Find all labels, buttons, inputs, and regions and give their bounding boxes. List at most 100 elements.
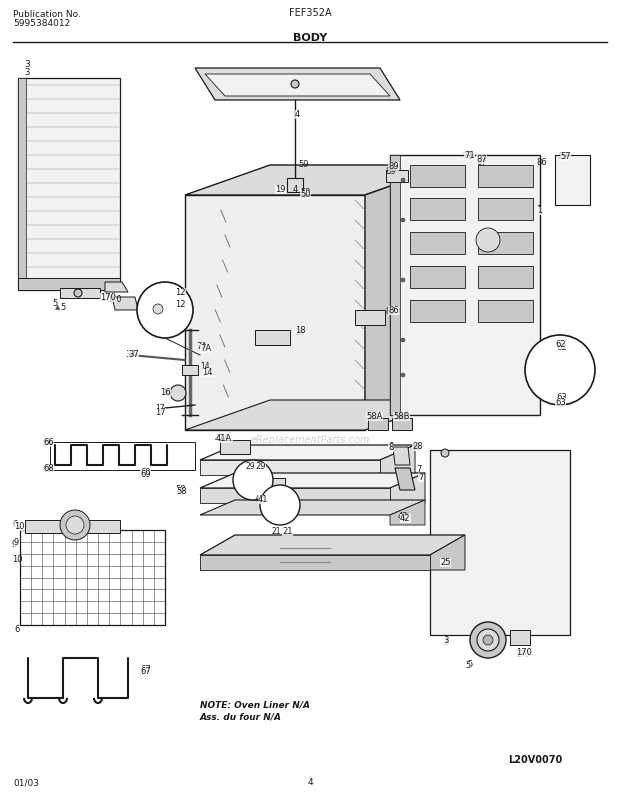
Text: 62: 62 — [556, 343, 567, 352]
Circle shape — [137, 282, 193, 338]
Polygon shape — [393, 447, 410, 465]
Polygon shape — [355, 310, 385, 325]
Polygon shape — [18, 78, 26, 290]
Text: 5: 5 — [52, 299, 57, 308]
Text: 69: 69 — [140, 468, 151, 477]
Text: 16: 16 — [162, 388, 172, 397]
Polygon shape — [390, 155, 400, 415]
Text: 58B: 58B — [393, 412, 409, 421]
Text: 3: 3 — [443, 636, 448, 645]
Polygon shape — [200, 500, 425, 515]
Circle shape — [233, 460, 273, 500]
Text: 62: 62 — [555, 340, 565, 349]
Polygon shape — [365, 165, 450, 430]
Polygon shape — [540, 358, 580, 372]
Text: 89: 89 — [387, 163, 397, 172]
Text: 5: 5 — [465, 661, 470, 670]
Text: 5995384012: 5995384012 — [13, 19, 70, 28]
Polygon shape — [185, 400, 450, 430]
Polygon shape — [200, 460, 380, 475]
Polygon shape — [25, 520, 120, 533]
Polygon shape — [390, 473, 425, 503]
Text: 12: 12 — [175, 300, 185, 309]
Text: 67: 67 — [140, 667, 151, 676]
Circle shape — [441, 449, 449, 457]
Text: 66: 66 — [42, 438, 53, 447]
Polygon shape — [390, 155, 540, 415]
Text: 170: 170 — [516, 648, 532, 657]
Polygon shape — [18, 78, 120, 290]
Circle shape — [170, 385, 186, 401]
Text: 67: 67 — [140, 665, 151, 674]
Text: 18: 18 — [294, 328, 304, 337]
Text: 1: 1 — [537, 206, 542, 215]
Text: 86: 86 — [536, 158, 547, 167]
Text: 17: 17 — [155, 408, 166, 417]
Text: 58A: 58A — [365, 413, 380, 422]
Text: 59: 59 — [298, 160, 309, 169]
Text: 170: 170 — [107, 295, 122, 304]
Circle shape — [401, 373, 405, 377]
Text: FEF352A: FEF352A — [289, 8, 331, 18]
Text: 12: 12 — [175, 288, 185, 297]
Text: Ass. du four N/A: Ass. du four N/A — [200, 713, 282, 722]
Polygon shape — [185, 165, 450, 195]
Polygon shape — [205, 74, 390, 96]
Text: NOTE: Oven Liner N/A: NOTE: Oven Liner N/A — [200, 700, 310, 709]
Bar — [478, 165, 533, 187]
Text: 58A: 58A — [366, 412, 383, 421]
Polygon shape — [287, 178, 303, 192]
Polygon shape — [270, 498, 290, 512]
Bar — [478, 300, 533, 322]
Circle shape — [60, 510, 90, 540]
Text: 17: 17 — [155, 404, 165, 413]
Text: 4: 4 — [295, 110, 300, 119]
Text: 58B: 58B — [393, 413, 408, 422]
Text: 7: 7 — [416, 465, 422, 474]
Circle shape — [525, 335, 595, 405]
Text: 21: 21 — [272, 527, 281, 536]
Text: 9: 9 — [14, 538, 19, 547]
Polygon shape — [200, 473, 425, 488]
Text: 170: 170 — [515, 650, 529, 659]
Text: 41: 41 — [255, 495, 265, 504]
Text: 28: 28 — [412, 443, 422, 452]
Circle shape — [401, 338, 405, 342]
Text: 21: 21 — [282, 527, 293, 536]
Circle shape — [291, 80, 299, 88]
Bar — [478, 232, 533, 254]
Text: 10: 10 — [12, 555, 22, 564]
Text: 19: 19 — [275, 185, 285, 194]
Polygon shape — [555, 155, 590, 205]
Bar — [410, 165, 465, 187]
Polygon shape — [220, 440, 250, 454]
Polygon shape — [200, 535, 465, 555]
Text: 57: 57 — [558, 152, 569, 161]
Circle shape — [476, 228, 500, 252]
Bar — [410, 198, 465, 220]
Polygon shape — [395, 468, 415, 490]
Text: 59: 59 — [300, 188, 311, 197]
Circle shape — [470, 622, 506, 658]
Polygon shape — [392, 418, 412, 430]
Text: 86: 86 — [386, 307, 396, 316]
Text: 6: 6 — [14, 625, 19, 634]
Circle shape — [477, 629, 499, 651]
Text: 87: 87 — [476, 155, 487, 164]
Polygon shape — [568, 375, 580, 385]
Text: 01/03: 01/03 — [13, 778, 39, 787]
Polygon shape — [430, 450, 570, 635]
Text: 18: 18 — [295, 326, 306, 335]
Text: 63: 63 — [556, 393, 567, 402]
Polygon shape — [390, 500, 425, 525]
Text: 66: 66 — [43, 438, 54, 447]
Polygon shape — [386, 170, 408, 182]
Text: 42: 42 — [398, 512, 409, 521]
Text: 14: 14 — [200, 362, 210, 371]
Text: 25: 25 — [440, 558, 451, 567]
Polygon shape — [380, 445, 415, 475]
Circle shape — [66, 516, 84, 534]
Text: 71: 71 — [462, 152, 472, 161]
Circle shape — [74, 289, 82, 297]
Text: 71: 71 — [464, 151, 475, 160]
